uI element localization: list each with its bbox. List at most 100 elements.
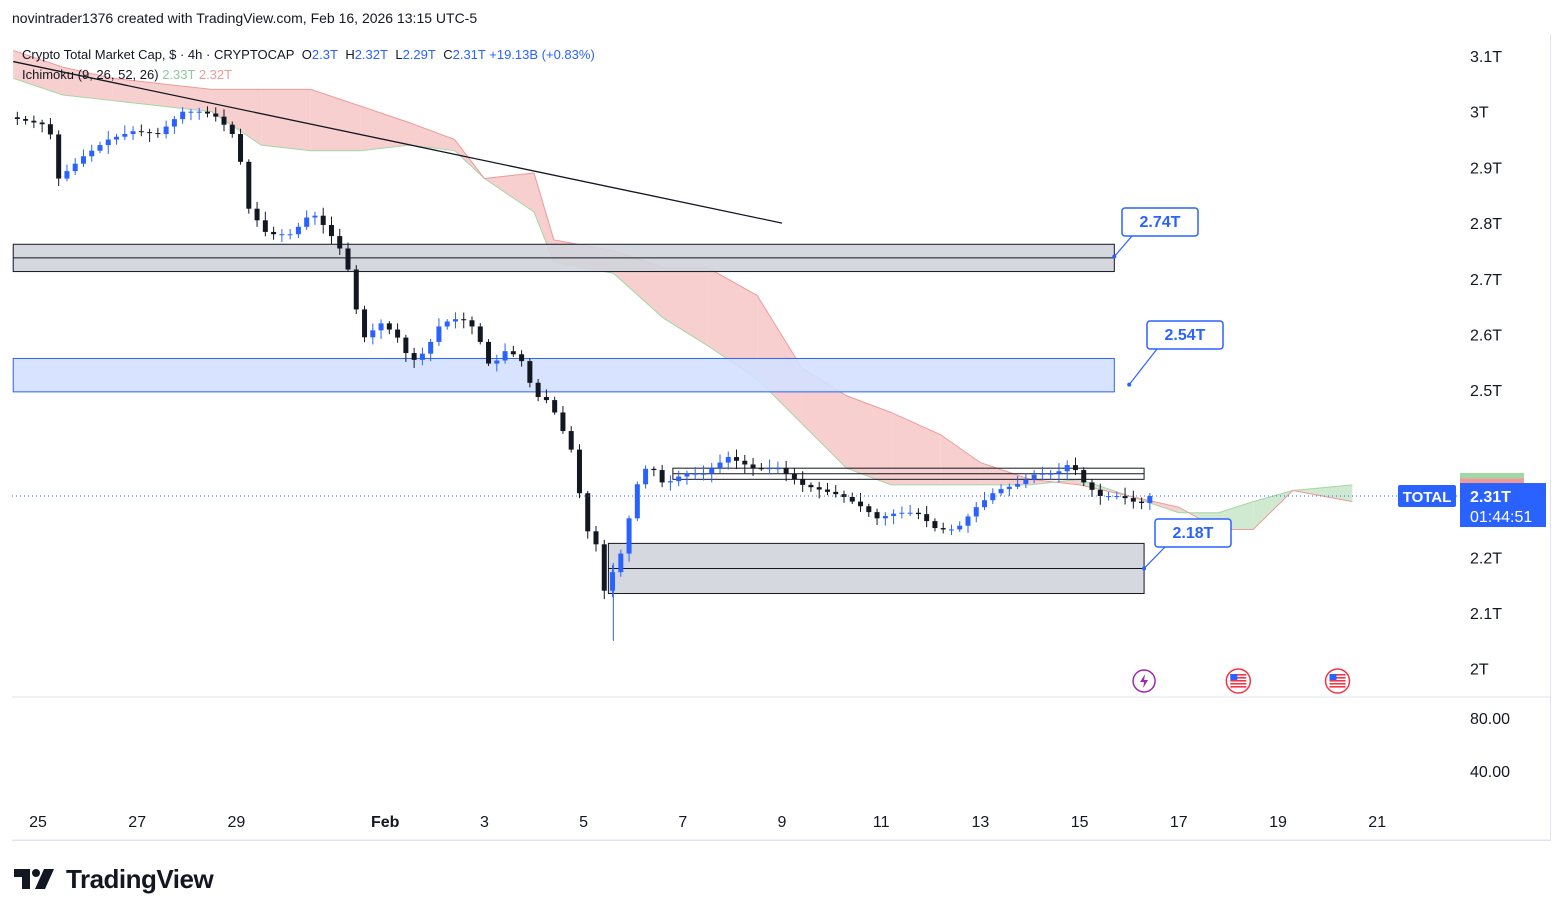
candle xyxy=(39,119,45,133)
candle-body xyxy=(891,513,897,516)
candle xyxy=(469,316,475,335)
callout-leader xyxy=(1113,235,1133,257)
ichimoku-cloud-segment xyxy=(211,89,262,146)
y-tick-label: 2.7T xyxy=(1470,272,1502,289)
candle-body xyxy=(345,248,351,270)
candle-body xyxy=(171,119,177,127)
candle xyxy=(262,211,268,237)
tradingview-logo[interactable]: TradingView xyxy=(14,864,214,894)
candle xyxy=(576,444,582,499)
candle xyxy=(510,345,516,357)
candle-body xyxy=(130,131,136,134)
candle-body xyxy=(337,236,343,249)
candle-body xyxy=(568,431,574,450)
candle xyxy=(386,321,392,335)
candle-body xyxy=(39,122,45,125)
candle-body xyxy=(204,111,210,114)
ichimoku-cloud-segment xyxy=(662,267,708,346)
ichimoku-cloud-segment xyxy=(62,67,113,101)
candle xyxy=(444,319,450,330)
candle-body xyxy=(866,506,872,513)
candle-body xyxy=(362,309,368,338)
candle-body xyxy=(1039,473,1045,475)
candle xyxy=(1048,469,1054,481)
ichimoku-cloud-segment xyxy=(707,267,758,380)
candle-body xyxy=(1056,471,1062,474)
x-tick-label: 5 xyxy=(579,814,588,831)
candle-body xyxy=(80,156,86,164)
candle-body xyxy=(188,111,194,113)
candle xyxy=(1147,492,1153,510)
candle-body xyxy=(452,319,458,322)
candle-body xyxy=(717,462,723,469)
callout-label: 2.18T xyxy=(1173,525,1214,542)
candle xyxy=(155,127,161,138)
candle-body xyxy=(1147,496,1153,503)
candle xyxy=(428,338,434,362)
candle xyxy=(767,459,773,475)
candle xyxy=(568,426,574,453)
candle-body xyxy=(502,351,508,361)
candle xyxy=(370,323,376,345)
indicator-name[interactable]: Ichimoku (9, 26, 52, 26) xyxy=(22,67,159,82)
flag-stripe xyxy=(1230,674,1247,676)
candle xyxy=(130,126,136,140)
candle-body xyxy=(758,468,764,470)
candle-body xyxy=(395,329,401,338)
candle-body xyxy=(213,113,219,117)
candle-body xyxy=(849,496,855,502)
ichimoku-cloud-segment xyxy=(261,89,311,151)
candle xyxy=(295,222,301,239)
candle xyxy=(213,107,219,122)
candle xyxy=(957,521,963,532)
candle xyxy=(1031,470,1037,484)
low-value: 2.29T xyxy=(402,47,436,62)
candle xyxy=(196,107,202,120)
candle-body xyxy=(1097,489,1103,497)
candle-body xyxy=(576,449,582,494)
legend-title[interactable]: Crypto Total Market Cap, $ · 4h · CRYPTO… xyxy=(22,47,295,62)
candle xyxy=(254,201,260,227)
candle-body xyxy=(676,476,682,482)
candle xyxy=(229,121,235,138)
candle-body xyxy=(246,161,252,209)
candle xyxy=(271,226,277,240)
candle-body xyxy=(833,491,839,495)
candle xyxy=(742,454,748,474)
candle xyxy=(750,457,756,476)
candle-body xyxy=(138,131,144,133)
candle xyxy=(882,512,888,526)
x-tick-label: 9 xyxy=(778,814,787,831)
candle-body xyxy=(634,484,640,519)
callout-anchor xyxy=(1142,566,1147,571)
candle xyxy=(304,210,310,230)
candle-body xyxy=(618,553,624,573)
candle-body xyxy=(155,133,161,135)
tradingview-logo-icon xyxy=(14,869,54,889)
legend-symbol-row[interactable]: Crypto Total Market Cap, $ · 4h · CRYPTO… xyxy=(22,45,595,65)
candle xyxy=(419,347,425,366)
x-tick-label: 3 xyxy=(480,814,489,831)
lower-pane-tick: 40.00 xyxy=(1470,764,1510,781)
ichimoku-cloud-segment xyxy=(13,50,63,95)
candle-body xyxy=(667,481,673,483)
candle xyxy=(1064,460,1070,480)
candle xyxy=(1015,476,1021,490)
blue-zone-254 xyxy=(12,357,1115,393)
high-value: 2.32T xyxy=(354,47,388,62)
candle xyxy=(312,211,318,225)
callout-leader xyxy=(1128,348,1158,385)
bar-countdown: 01:44:51 xyxy=(1470,509,1532,526)
y-tick-label: 2.6T xyxy=(1470,328,1502,345)
candle-body xyxy=(601,544,607,591)
legend-indicator-row[interactable]: Ichimoku (9, 26, 52, 26) 2.33T 2.32T xyxy=(22,65,595,85)
candle xyxy=(1006,483,1012,497)
candle-body xyxy=(122,133,128,137)
candle-body xyxy=(965,516,971,526)
candle-body xyxy=(23,119,29,121)
candle-body xyxy=(552,400,558,413)
candle xyxy=(337,228,343,255)
candle xyxy=(543,389,549,404)
candle-body xyxy=(626,518,632,554)
